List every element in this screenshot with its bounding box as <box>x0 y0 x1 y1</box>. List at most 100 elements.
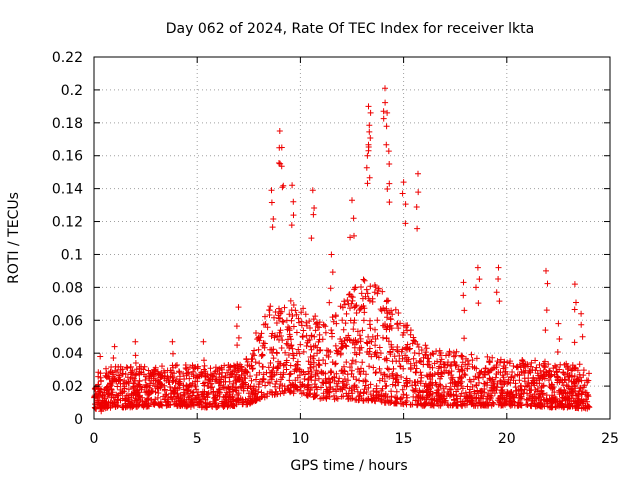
data-point <box>390 365 397 372</box>
data-point <box>393 376 400 383</box>
data-point <box>489 354 496 361</box>
data-point <box>269 391 276 398</box>
data-point <box>461 371 468 378</box>
data-point <box>312 392 319 399</box>
data-point <box>364 180 371 187</box>
data-point <box>480 399 486 406</box>
data-point <box>230 388 237 395</box>
data-point <box>346 336 353 343</box>
data-point <box>291 368 298 375</box>
data-point <box>379 393 385 400</box>
data-point <box>475 375 482 381</box>
data-point <box>169 362 176 369</box>
data-point <box>212 378 219 385</box>
data-point <box>435 393 442 400</box>
data-point <box>320 379 327 386</box>
data-point <box>332 361 339 368</box>
data-point <box>278 376 284 383</box>
data-point <box>418 372 425 379</box>
data-point <box>97 353 104 360</box>
data-point <box>461 400 467 407</box>
data-point <box>360 390 367 397</box>
data-point <box>509 369 516 375</box>
data-point <box>143 373 149 380</box>
data-point <box>518 388 525 394</box>
data-point <box>497 356 504 363</box>
data-point <box>295 346 302 353</box>
data-point <box>318 368 325 375</box>
data-point <box>277 310 284 317</box>
data-point <box>360 368 367 375</box>
data-point <box>404 327 411 334</box>
data-point <box>534 402 541 409</box>
data-point <box>333 320 340 327</box>
data-point <box>230 362 237 369</box>
data-point <box>350 319 357 326</box>
data-point <box>136 368 143 375</box>
data-point <box>459 367 466 374</box>
data-point <box>137 397 144 404</box>
data-point <box>366 363 373 370</box>
data-point <box>388 393 395 400</box>
data-point <box>399 190 406 197</box>
data-point <box>373 385 380 392</box>
data-point <box>508 389 515 395</box>
data-point <box>227 386 234 392</box>
data-point <box>402 345 409 352</box>
data-point <box>439 370 446 377</box>
data-point <box>533 364 540 371</box>
data-point <box>384 324 391 331</box>
data-point <box>317 347 324 353</box>
data-point <box>540 382 547 389</box>
data-point <box>582 402 589 409</box>
data-point <box>363 164 370 171</box>
data-point <box>400 179 407 186</box>
data-point <box>319 336 326 343</box>
data-point <box>181 391 188 398</box>
data-point <box>341 298 348 305</box>
data-point <box>122 396 129 403</box>
data-point <box>202 379 208 386</box>
data-point <box>571 306 578 313</box>
data-point <box>252 397 259 404</box>
data-point <box>156 379 163 386</box>
data-point <box>457 398 464 405</box>
data-point <box>222 384 228 390</box>
data-point <box>339 386 346 393</box>
data-point <box>527 363 534 370</box>
data-point <box>518 395 525 402</box>
data-point <box>265 379 272 386</box>
data-point <box>508 373 515 380</box>
data-point <box>350 215 357 222</box>
data-point <box>574 402 581 409</box>
data-point <box>544 397 551 404</box>
data-point <box>471 388 478 395</box>
data-point <box>468 351 475 358</box>
data-point <box>365 147 372 154</box>
data-point <box>322 329 329 336</box>
data-point <box>551 371 558 378</box>
data-point <box>204 399 211 406</box>
data-point <box>171 385 178 392</box>
data-point <box>398 374 405 380</box>
data-point <box>279 184 286 191</box>
data-point <box>170 350 176 357</box>
data-point <box>295 315 302 322</box>
data-point <box>238 384 245 391</box>
data-point <box>220 404 227 410</box>
data-point <box>487 387 494 394</box>
data-point <box>289 313 296 319</box>
data-point <box>128 394 135 401</box>
data-point <box>298 390 305 397</box>
data-point <box>139 384 145 390</box>
data-point <box>288 222 295 229</box>
data-point <box>349 197 355 204</box>
data-point <box>265 364 272 371</box>
data-point <box>340 326 347 333</box>
data-point <box>536 377 543 384</box>
data-point <box>505 379 512 386</box>
data-point <box>335 378 342 385</box>
data-point <box>216 379 223 386</box>
data-point <box>134 403 141 410</box>
data-point <box>420 388 426 395</box>
